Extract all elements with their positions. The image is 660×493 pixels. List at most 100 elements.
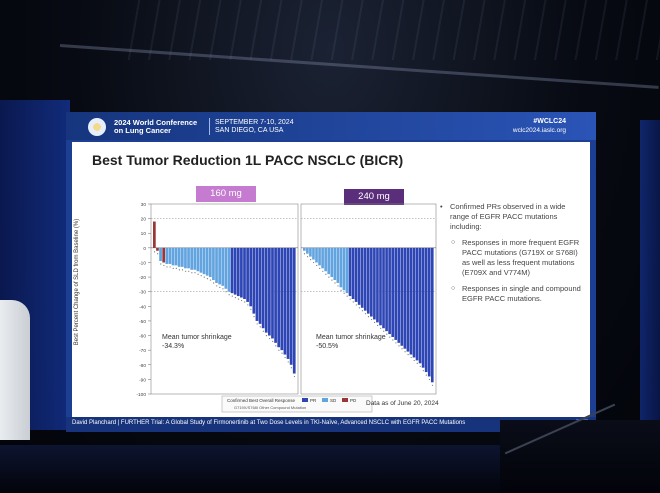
bar-2-11	[336, 247, 340, 283]
bar-2-38	[418, 247, 422, 364]
bar-2-16	[351, 247, 355, 299]
mutation-marker	[303, 253, 306, 255]
bar-2-41	[427, 247, 431, 377]
bar-1-42	[283, 247, 287, 355]
bar-1-38	[271, 247, 274, 339]
mutation-marker	[181, 269, 184, 271]
conference-hashtag: #WCLC24	[533, 118, 566, 125]
bar-2-25	[379, 247, 382, 326]
legend-pr: PR	[310, 398, 317, 403]
bar-2-15	[348, 247, 352, 297]
mutation-marker	[319, 267, 321, 269]
mutation-marker	[293, 375, 296, 378]
mean-shrinkage-value-2: -50.5%	[316, 343, 338, 350]
bar-2-32	[400, 247, 404, 346]
mutation-marker	[185, 270, 187, 272]
conference-title-line1: 2024 World Conference	[114, 118, 198, 127]
mutation-marker	[322, 270, 324, 272]
mutation-marker	[367, 316, 370, 318]
bar-2-13	[342, 247, 346, 291]
mutation-marker	[422, 370, 424, 372]
legend-pd: PD	[350, 398, 357, 403]
bar-2-23	[373, 247, 376, 320]
mutation-marker	[316, 264, 318, 267]
y-tick-label: -50	[139, 319, 146, 325]
y-tick-label: 20	[141, 217, 147, 223]
mutation-marker	[395, 342, 397, 344]
bar-1-28	[240, 247, 243, 298]
bar-1-17	[205, 247, 209, 276]
bar-1-27	[236, 247, 240, 297]
bar-1-16	[202, 247, 206, 275]
bar-2-35	[409, 247, 413, 355]
mutation-marker	[386, 333, 388, 335]
mutation-marker	[256, 323, 258, 325]
bar-2-7	[324, 247, 327, 272]
mutation-marker	[380, 327, 382, 329]
mutation-marker	[234, 297, 236, 299]
mutation-marker	[200, 275, 202, 277]
bar-1-36	[264, 247, 268, 333]
foreground-structure	[500, 420, 660, 493]
mutation-marker	[407, 354, 409, 356]
mean-shrinkage-value-1: -34.3%	[162, 343, 184, 350]
bar-2-26	[382, 247, 385, 329]
mutation-marker	[163, 264, 165, 267]
y-tick-label: -90	[139, 377, 146, 383]
bar-1-0	[153, 221, 156, 248]
legend-swatch-sd	[322, 398, 328, 402]
mutation-marker	[410, 356, 412, 359]
bar-1-25	[230, 247, 234, 294]
bar-2-4	[315, 247, 318, 263]
y-tick-label: -80	[139, 363, 146, 369]
conference-title-line2: on Lung Cancer	[114, 126, 172, 135]
bar-1-13	[193, 247, 197, 270]
bullet-main: Confirmed PRs observed in a wide range o…	[440, 202, 585, 232]
mutation-marker	[284, 356, 286, 359]
mutation-marker	[392, 339, 394, 341]
mutation-marker	[337, 285, 339, 287]
bar-1-12	[190, 247, 194, 270]
bar-2-24	[376, 247, 379, 323]
mutation-marker	[225, 291, 227, 293]
mutation-marker	[219, 286, 221, 288]
data-as-of-note: Data as of June 20, 2024	[366, 400, 439, 407]
mutation-marker	[169, 266, 171, 268]
bar-2-37	[415, 247, 419, 361]
mutation-marker	[250, 308, 252, 310]
bar-1-19	[212, 247, 215, 280]
mutation-marker	[343, 292, 345, 294]
mutation-marker	[247, 304, 249, 306]
bar-2-39	[421, 247, 425, 368]
bar-2-14	[345, 247, 349, 294]
bar-1-15	[199, 247, 203, 273]
legend-swatch-pr	[302, 398, 308, 402]
mutation-marker	[222, 288, 224, 290]
bar-2-5	[318, 247, 321, 266]
legend-swatch-pd	[342, 398, 348, 402]
slide-title: Best Tumor Reduction 1L PACC NSCLC (BICR…	[92, 152, 404, 168]
bar-1-8	[177, 247, 181, 267]
bar-2-1	[306, 247, 309, 254]
y-axis-ticks: 30 20 10 0 -10 -20 -30 -40 -50 -60 -70 -80 -90 -100	[136, 202, 151, 398]
waterfall-chart: 30 20 10 0 -10 -20 -30 -40 -50 -60 -70 -80 -90 -100 M…	[136, 202, 437, 413]
bar-2-29	[391, 247, 394, 337]
mutation-marker	[188, 270, 190, 272]
bar-1-2	[159, 247, 162, 261]
mutation-marker	[370, 318, 373, 321]
y-tick-label: -60	[139, 334, 146, 340]
bar-1-4	[165, 247, 169, 264]
bar-1-44	[289, 247, 293, 365]
bar-2-12	[339, 247, 343, 288]
projection-screen: 2024 World Conference on Lung Cancer SEP…	[66, 112, 596, 432]
bar-2-6	[321, 247, 324, 269]
bar-1-23	[224, 247, 228, 289]
mutation-marker	[328, 276, 330, 278]
bar-1-39	[274, 247, 277, 343]
bar-1-40	[277, 247, 281, 348]
mutation-marker	[175, 267, 177, 269]
bar-1-18	[208, 247, 212, 278]
bar-2-10	[333, 247, 337, 280]
bar-2-40	[424, 247, 428, 373]
